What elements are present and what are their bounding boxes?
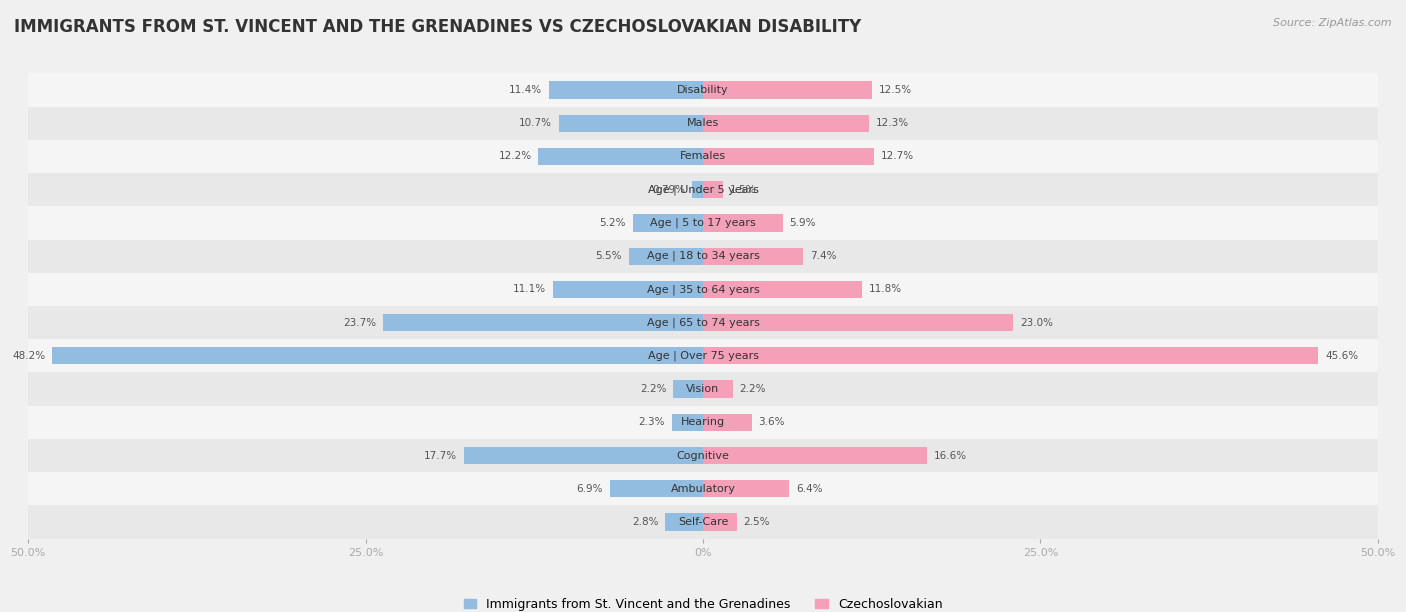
Text: 16.6%: 16.6% — [934, 450, 967, 460]
Bar — [703, 347, 1319, 365]
Text: IMMIGRANTS FROM ST. VINCENT AND THE GRENADINES VS CZECHOSLOVAKIAN DISABILITY: IMMIGRANTS FROM ST. VINCENT AND THE GREN… — [14, 18, 862, 36]
Bar — [558, 114, 703, 132]
Text: 0.79%: 0.79% — [652, 185, 686, 195]
Text: 12.3%: 12.3% — [876, 118, 908, 129]
Bar — [703, 114, 869, 132]
Bar — [665, 513, 703, 531]
Bar — [703, 281, 862, 298]
Text: 11.4%: 11.4% — [509, 85, 543, 95]
Bar — [28, 73, 1378, 106]
Text: 5.2%: 5.2% — [599, 218, 626, 228]
Bar — [628, 247, 703, 265]
Bar — [703, 447, 927, 464]
Bar — [703, 381, 733, 398]
Bar — [28, 439, 1378, 472]
Legend: Immigrants from St. Vincent and the Grenadines, Czechoslovakian: Immigrants from St. Vincent and the Gren… — [458, 593, 948, 612]
Bar — [703, 148, 875, 165]
Bar — [703, 81, 872, 99]
Text: 48.2%: 48.2% — [13, 351, 45, 361]
Text: 2.8%: 2.8% — [631, 517, 658, 527]
Text: 2.2%: 2.2% — [640, 384, 666, 394]
Text: 23.7%: 23.7% — [343, 318, 377, 327]
Bar — [673, 381, 703, 398]
Bar — [28, 406, 1378, 439]
Text: Age | Under 5 years: Age | Under 5 years — [648, 184, 758, 195]
Text: Vision: Vision — [686, 384, 720, 394]
Text: Age | Over 75 years: Age | Over 75 years — [648, 351, 758, 361]
Text: 3.6%: 3.6% — [758, 417, 785, 427]
Bar — [28, 472, 1378, 506]
Text: Females: Females — [681, 152, 725, 162]
Text: 45.6%: 45.6% — [1326, 351, 1358, 361]
Bar — [610, 480, 703, 498]
Bar — [703, 414, 752, 431]
Bar — [28, 373, 1378, 406]
Bar — [382, 314, 703, 331]
Text: Age | 65 to 74 years: Age | 65 to 74 years — [647, 318, 759, 328]
Bar — [692, 181, 703, 198]
Bar — [28, 506, 1378, 539]
Text: 2.2%: 2.2% — [740, 384, 766, 394]
Text: 2.3%: 2.3% — [638, 417, 665, 427]
Bar — [464, 447, 703, 464]
Bar — [28, 140, 1378, 173]
Text: 11.8%: 11.8% — [869, 285, 903, 294]
Bar — [672, 414, 703, 431]
Text: 5.5%: 5.5% — [596, 251, 621, 261]
Bar — [28, 273, 1378, 306]
Text: Males: Males — [688, 118, 718, 129]
Text: Source: ZipAtlas.com: Source: ZipAtlas.com — [1274, 18, 1392, 28]
Text: Disability: Disability — [678, 85, 728, 95]
Text: 12.2%: 12.2% — [499, 152, 531, 162]
Text: Cognitive: Cognitive — [676, 450, 730, 460]
Text: Ambulatory: Ambulatory — [671, 483, 735, 494]
Text: 6.4%: 6.4% — [796, 483, 823, 494]
Text: 10.7%: 10.7% — [519, 118, 551, 129]
Bar — [633, 214, 703, 231]
Bar — [28, 239, 1378, 273]
Bar — [703, 314, 1014, 331]
Text: Age | 18 to 34 years: Age | 18 to 34 years — [647, 251, 759, 261]
Text: 11.1%: 11.1% — [513, 285, 547, 294]
Text: Self-Care: Self-Care — [678, 517, 728, 527]
Bar — [28, 339, 1378, 373]
Bar — [28, 173, 1378, 206]
Bar — [703, 480, 789, 498]
Bar — [553, 281, 703, 298]
Bar — [703, 513, 737, 531]
Bar — [703, 247, 803, 265]
Bar — [538, 148, 703, 165]
Text: 12.7%: 12.7% — [882, 152, 914, 162]
Text: 5.9%: 5.9% — [789, 218, 815, 228]
Bar — [550, 81, 703, 99]
Text: 23.0%: 23.0% — [1021, 318, 1053, 327]
Text: Hearing: Hearing — [681, 417, 725, 427]
Bar — [28, 206, 1378, 239]
Text: Age | 35 to 64 years: Age | 35 to 64 years — [647, 284, 759, 294]
Text: 6.9%: 6.9% — [576, 483, 603, 494]
Text: 1.5%: 1.5% — [730, 185, 756, 195]
Text: 17.7%: 17.7% — [425, 450, 457, 460]
Text: Age | 5 to 17 years: Age | 5 to 17 years — [650, 218, 756, 228]
Bar — [28, 306, 1378, 339]
Text: 12.5%: 12.5% — [879, 85, 911, 95]
Bar — [703, 181, 723, 198]
Bar — [52, 347, 703, 365]
Text: 2.5%: 2.5% — [744, 517, 770, 527]
Bar — [28, 106, 1378, 140]
Text: 7.4%: 7.4% — [810, 251, 837, 261]
Bar — [703, 214, 783, 231]
